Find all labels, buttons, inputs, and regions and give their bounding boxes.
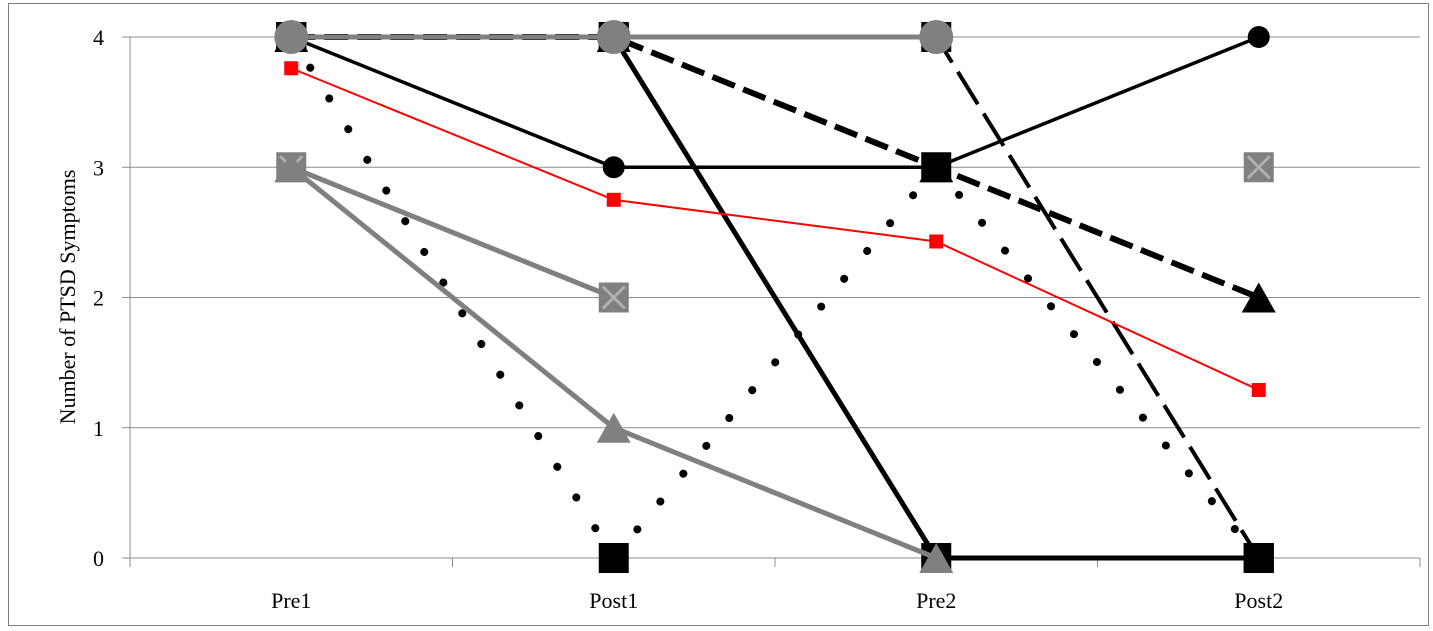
series-line-8 bbox=[288, 164, 939, 561]
point-marker-s9 bbox=[284, 61, 299, 76]
point-marker-s9 bbox=[606, 192, 621, 207]
point-marker-s3 bbox=[1247, 26, 1270, 48]
marker-cross-line bbox=[601, 285, 626, 310]
chart-frame bbox=[8, 3, 1429, 626]
point-marker-s5 bbox=[1243, 543, 1274, 573]
series-line-7 bbox=[288, 164, 617, 300]
point-marker-s9 bbox=[929, 234, 944, 249]
y-axis-label: Number of PTSD Symptoms bbox=[55, 170, 80, 425]
point-marker-s9 bbox=[1251, 382, 1266, 397]
gridlines bbox=[130, 36, 1420, 429]
y-tick-label: 2 bbox=[93, 286, 104, 311]
series-line-5 bbox=[287, 33, 1263, 562]
y-tick-label: 4 bbox=[93, 25, 104, 50]
point-marker-s6 bbox=[596, 20, 631, 54]
point-marker-s3 bbox=[602, 156, 625, 179]
y-tick-label: 1 bbox=[93, 416, 104, 441]
y-tick-label: 0 bbox=[93, 546, 104, 571]
series-line-9 bbox=[290, 67, 1260, 391]
x-tick-label: Post2 bbox=[1234, 588, 1283, 613]
x-tick-label: Post1 bbox=[589, 588, 638, 613]
tick-labels: 0 1 2 3 4 Pre1 Post1 Pre2 Post2 bbox=[93, 25, 1283, 613]
series-8 bbox=[274, 152, 954, 573]
series-group bbox=[274, 20, 1276, 573]
marker-cross-line bbox=[1246, 155, 1271, 180]
axes bbox=[122, 36, 1421, 567]
point-marker-s7-cross bbox=[601, 285, 626, 310]
point-marker-s6 bbox=[919, 20, 954, 54]
point-marker-s5 bbox=[598, 543, 629, 573]
series-line-3 bbox=[289, 35, 1261, 169]
y-tick-label: 3 bbox=[93, 155, 104, 180]
series-line-1 bbox=[291, 34, 1260, 301]
point-marker-s5 bbox=[921, 152, 952, 183]
point-marker-s8 bbox=[919, 543, 954, 573]
series-7 bbox=[276, 152, 1274, 313]
point-marker-s6 bbox=[274, 20, 309, 54]
x-tick-label: Pre1 bbox=[271, 588, 311, 613]
series-6 bbox=[274, 20, 954, 54]
series-9 bbox=[284, 61, 1266, 397]
point-marker-s8 bbox=[596, 412, 631, 443]
point-marker-s1 bbox=[1241, 282, 1276, 313]
point-marker-s7-cross bbox=[1246, 155, 1271, 180]
x-tick-label: Pre2 bbox=[916, 588, 956, 613]
point-marker-s8 bbox=[274, 152, 309, 183]
